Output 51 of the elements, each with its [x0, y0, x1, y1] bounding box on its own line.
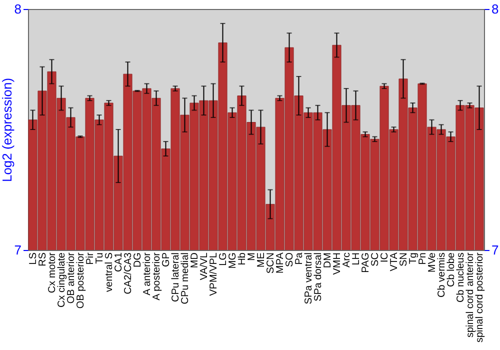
x-tick-label: CPu medial	[180, 252, 191, 304]
x-tick-label: Pa	[294, 252, 305, 265]
x-tick-label: A posterior	[151, 252, 162, 300]
x-tick-label: Pir	[84, 252, 96, 265]
x-tick-label: CPu lateral	[170, 252, 182, 302]
x-tick-label: PAG	[360, 252, 372, 273]
x-tick-label: Tu	[94, 252, 106, 264]
y2-tick-label: 8	[492, 2, 499, 16]
x-tick-label: MVe	[426, 252, 438, 273]
x-tick-label: Arc	[341, 252, 352, 268]
x-tick-label: VMH	[332, 252, 343, 275]
x-tick-label: CA2/CA3	[122, 252, 134, 294]
x-tick-label: Cb lobe	[446, 252, 457, 287]
x-tick-label: ME	[256, 252, 267, 268]
x-tick-label: LS	[28, 252, 39, 265]
x-tick-label: CA1	[113, 252, 124, 272]
x-tick-label: LG	[218, 252, 229, 266]
x-tick-label: VA/VL	[198, 252, 210, 280]
x-tick-label: MG	[227, 252, 238, 269]
x-tick-label: spinal cord posterior	[474, 252, 486, 343]
y-axis-title: Log2 (expression)	[0, 78, 14, 182]
x-tick-label: GP	[160, 252, 172, 267]
x-tick-label: M	[246, 252, 258, 261]
x-tick-label: SN	[398, 252, 410, 266]
x-tick-label: DM	[322, 252, 334, 268]
x-tick-label: Pn	[417, 252, 428, 265]
x-tick-label: SO	[284, 252, 296, 267]
x-tick-label: MPA	[274, 252, 286, 274]
x-tick-label: Cx cingulate	[56, 252, 68, 308]
x-tick-label: SCN	[265, 252, 276, 274]
x-tick-label: SPa dorsal	[312, 252, 324, 302]
x-tick-label: Cx motor	[46, 252, 58, 294]
x-tick-label: DG	[132, 252, 144, 268]
x-tick-label: A anterior	[142, 252, 153, 296]
x-tick-label: OB posterior	[75, 252, 86, 309]
x-tick-label: VTA	[388, 252, 400, 272]
x-tick-label: Cb vermis	[436, 252, 448, 298]
x-tick-label: IC	[379, 252, 390, 262]
x-tick-label: MD	[189, 252, 200, 268]
x-tick-label: spinal cord anterior	[464, 252, 476, 338]
y2-tick-label: 7	[492, 242, 499, 258]
x-tick-label: Cb nucleus	[455, 252, 466, 303]
x-tick-label: ventral S	[104, 252, 115, 292]
x-tick-label: Hb	[236, 252, 248, 266]
x-tick-label: SPa ventral	[303, 252, 314, 304]
x-tick-label: SC	[370, 252, 381, 266]
x-tick-label: RS	[37, 252, 48, 266]
x-tick-label: Tg	[408, 252, 419, 264]
x-tick-label: VPM/VPL	[208, 252, 220, 296]
x-tick-label: LH	[350, 252, 362, 266]
x-tick-label: OB anterior	[66, 252, 77, 304]
